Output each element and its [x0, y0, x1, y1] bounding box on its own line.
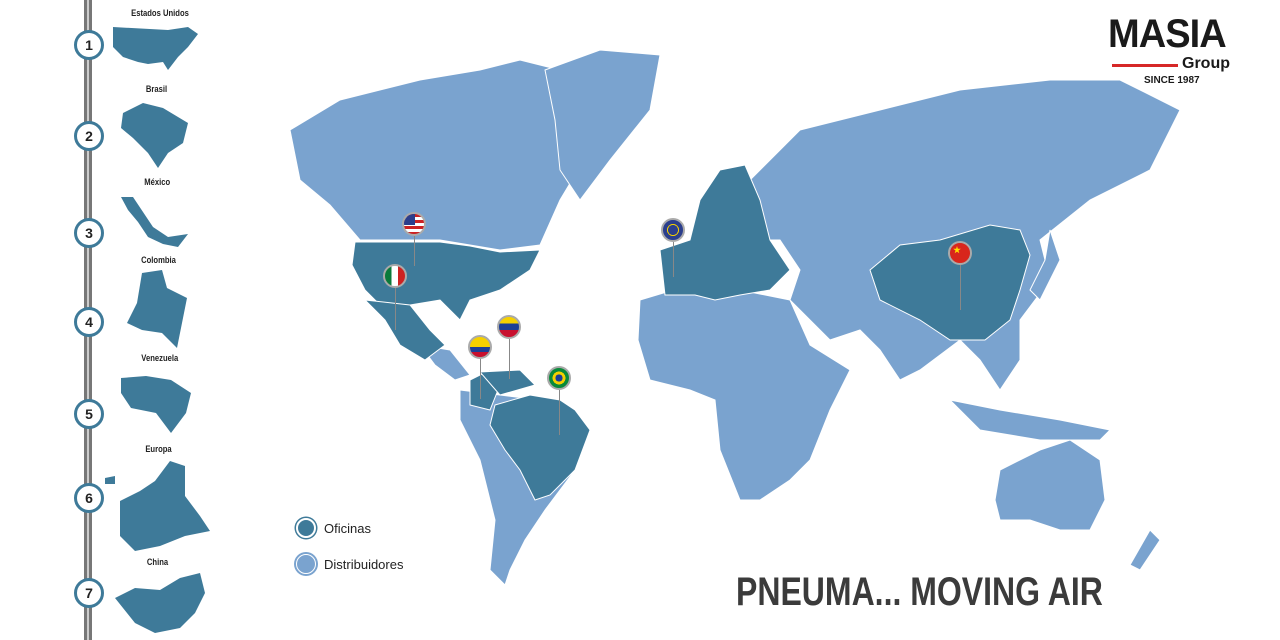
colombia-flag-icon[interactable] [468, 335, 492, 359]
pin-stem [395, 288, 396, 330]
region-usa [351, 241, 541, 321]
brazil-silhouette-icon [121, 103, 188, 168]
usa-flag-icon[interactable] [402, 212, 426, 236]
region-indonesia [948, 399, 1112, 441]
region-japan [1029, 229, 1061, 301]
oficinas-swatch-icon [296, 518, 316, 538]
pin-stem [480, 359, 481, 399]
pin-stem [414, 236, 415, 266]
step-2-badge: 2 [74, 121, 104, 151]
europe-silhouette-icon [105, 461, 210, 551]
region-greenland [544, 49, 661, 201]
step-4-badge: 4 [74, 307, 104, 337]
slogan: PNEUMA... MOVING AIR [736, 570, 1103, 614]
region-australia [994, 439, 1106, 531]
star-icon [953, 246, 961, 254]
eu-flag-icon[interactable] [661, 218, 685, 242]
label-estados-unidos: Estados Unidos [131, 8, 189, 18]
label-europa: Europa [145, 444, 172, 454]
legend-distribuidores: Distribuidores [296, 554, 403, 574]
region-europe [659, 164, 791, 301]
region-mexico [363, 299, 446, 361]
legend-label: Oficinas [324, 520, 371, 536]
region-china [869, 224, 1031, 341]
region-canada [289, 59, 591, 251]
logo-since: SINCE 1987 [1144, 75, 1200, 86]
legend-label: Distribuidores [324, 556, 404, 572]
step-1-badge: 1 [74, 30, 104, 60]
label-china: China [146, 557, 169, 567]
masia-group-logo: MASIA Group SINCE 1987 [1108, 14, 1248, 86]
label-venezuela: Venezuela [141, 353, 179, 363]
region-new-zealand [1129, 529, 1161, 571]
china-flag-icon[interactable] [948, 241, 972, 265]
colombia-silhouette-icon [127, 270, 187, 348]
logo-name: MASIA [1108, 12, 1227, 56]
region-africa [637, 284, 851, 501]
distribuidores-swatch-icon [296, 554, 316, 574]
region-venezuela [478, 369, 536, 396]
pin-stem [509, 339, 510, 379]
mexico-silhouette-icon [121, 197, 188, 247]
usa-silhouette-icon [113, 27, 198, 70]
label-mexico: México [144, 177, 171, 187]
venezuela-flag-icon[interactable] [497, 315, 521, 339]
pin-stem [559, 390, 560, 435]
venezuela-silhouette-icon [121, 376, 191, 433]
legend-oficinas: Oficinas [296, 518, 371, 538]
logo-red-line [1112, 64, 1178, 67]
step-3-badge: 3 [74, 218, 104, 248]
pin-stem [960, 265, 961, 310]
logo-group: Group [1182, 55, 1230, 72]
step-5-badge: 5 [74, 399, 104, 429]
step-6-badge: 6 [74, 483, 104, 513]
step-7-badge: 7 [74, 578, 104, 608]
brazil-flag-icon[interactable] [547, 366, 571, 390]
pin-stem [673, 242, 674, 277]
region-brazil [489, 394, 591, 501]
label-colombia: Colombia [141, 255, 176, 265]
label-brasil: Brasil [145, 84, 168, 94]
mexico-flag-icon[interactable] [383, 264, 407, 288]
china-silhouette-icon [115, 573, 205, 633]
